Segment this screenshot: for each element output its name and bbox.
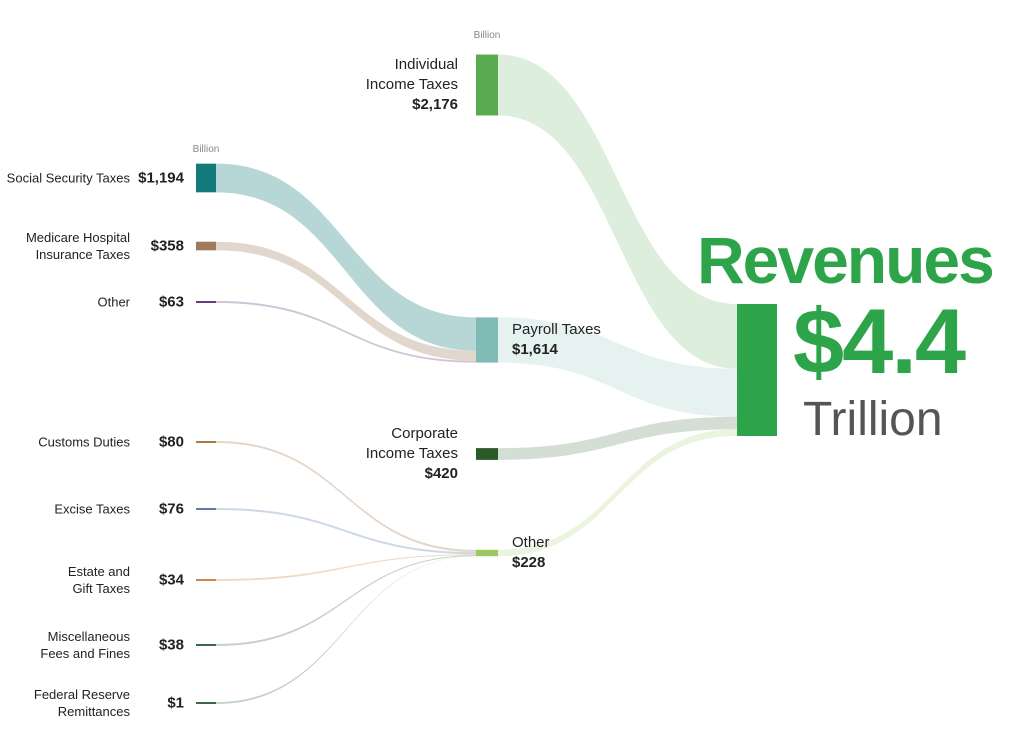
- group-node: [476, 448, 498, 460]
- source-node: [196, 702, 216, 704]
- source-value: $80: [158, 433, 184, 451]
- group-label: Other $228: [512, 533, 652, 573]
- group-name: Individual Income Taxes: [365, 56, 458, 93]
- source-node: [196, 301, 216, 303]
- source-value: $38: [158, 636, 184, 654]
- flow: [216, 163, 476, 351]
- group-label: Corporate Income Taxes $420: [348, 424, 458, 484]
- total-node: [737, 304, 777, 436]
- source-node: [196, 241, 216, 251]
- source-label: Estate and Gift Taxes: [67, 564, 130, 596]
- group-name: Other: [512, 534, 550, 551]
- source-label: Social Security Taxes: [6, 170, 130, 186]
- source-label: Miscellaneous Fees and Fines: [40, 629, 130, 661]
- source-node: [196, 163, 216, 193]
- group-label: Individual Income Taxes $2,176: [348, 55, 458, 115]
- total-value: $4.4: [793, 291, 966, 393]
- group-value: $420: [424, 465, 458, 482]
- source-value: $63: [158, 293, 184, 311]
- source-label: Excise Taxes: [54, 501, 130, 517]
- group-name: Corporate Income Taxes: [365, 425, 458, 462]
- source-node: [196, 644, 216, 646]
- source-node: [196, 508, 216, 510]
- flow: [216, 554, 476, 581]
- source-value: $76: [158, 500, 184, 518]
- group-node: [476, 54, 498, 116]
- flow: [498, 54, 737, 369]
- flow: [216, 301, 476, 363]
- flow: [498, 429, 737, 557]
- group-value: $228: [512, 554, 546, 571]
- flow: [216, 556, 476, 704]
- group-node: [476, 317, 498, 363]
- flow: [498, 317, 737, 417]
- source-value: $34: [158, 571, 184, 589]
- source-value: $1: [167, 694, 184, 712]
- flow: [498, 416, 737, 460]
- total-unit: Trillion: [803, 393, 943, 446]
- source-value: $358: [150, 237, 184, 255]
- group-name: Payroll Taxes: [512, 321, 601, 338]
- group-value: $2,176: [412, 96, 458, 113]
- unit-label: Billion: [474, 30, 501, 41]
- group-value: $1,614: [512, 341, 558, 358]
- group-label: Payroll Taxes $1,614: [512, 320, 652, 360]
- flow: [216, 441, 476, 553]
- source-label: Customs Duties: [38, 434, 130, 450]
- source-node: [196, 441, 216, 443]
- source-label: Federal Reserve Remittances: [33, 687, 130, 719]
- source-value: $1,194: [138, 169, 184, 187]
- group-node: [476, 549, 498, 557]
- source-node: [196, 579, 216, 581]
- flow: [216, 508, 476, 555]
- source-label: Other: [97, 294, 130, 310]
- flow: [216, 241, 476, 361]
- flow: [216, 555, 476, 646]
- total-title: Revenues: [697, 223, 995, 297]
- source-label: Medicare Hospital Insurance Taxes: [25, 230, 130, 262]
- unit-label: Billion: [193, 144, 220, 155]
